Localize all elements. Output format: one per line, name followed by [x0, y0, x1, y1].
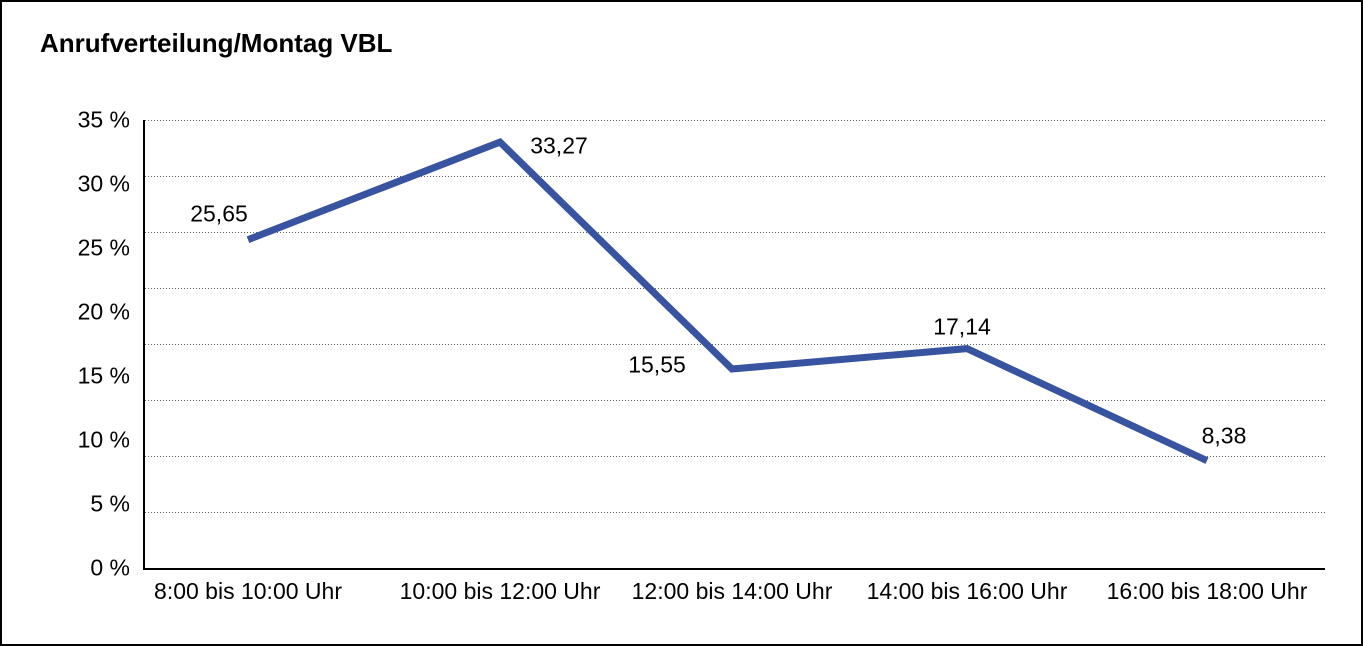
- y-tick-label: 20 %: [77, 298, 130, 325]
- gridline: [145, 288, 1325, 289]
- y-tick-label: 30 %: [77, 170, 130, 197]
- x-tick-label: 16:00 bis 18:00 Uhr: [1106, 578, 1308, 604]
- gridline: [145, 512, 1325, 513]
- x-tick-label: 12:00 bis 14:00 Uhr: [631, 578, 833, 604]
- x-axis-line: [143, 568, 1325, 570]
- gridline: [145, 344, 1325, 345]
- plot-area: 25,65 33,27 15,55 17,14 8,38: [143, 120, 1325, 570]
- y-tick-label: 0 %: [90, 554, 130, 581]
- gridline: [145, 456, 1325, 457]
- data-point-label: 17,14: [933, 313, 991, 340]
- y-axis-line: [143, 120, 145, 570]
- data-point-label: 33,27: [530, 132, 588, 159]
- gridline: [145, 400, 1325, 401]
- y-tick-label: 10 %: [77, 426, 130, 453]
- gridline: [145, 232, 1325, 233]
- y-tick-label: 5 %: [90, 490, 130, 517]
- x-tick-label: 8:00 bis 10:00 Uhr: [154, 578, 342, 604]
- gridline: [145, 176, 1325, 177]
- data-point-label: 8,38: [1201, 422, 1247, 449]
- data-point-label: 15,55: [628, 351, 686, 378]
- y-tick-label: 15 %: [77, 362, 130, 389]
- x-tick-label: 14:00 bis 16:00 Uhr: [866, 578, 1068, 604]
- data-point-label: 25,65: [190, 200, 248, 227]
- gridline: [145, 120, 1325, 121]
- chart-title: Anrufverteilung/Montag VBL: [40, 28, 393, 58]
- x-tick-label: 10:00 bis 12:00 Uhr: [399, 578, 601, 604]
- data-line: [246, 138, 1209, 464]
- y-tick-label: 35 %: [77, 106, 130, 133]
- line-series-svg: [246, 138, 1209, 464]
- y-tick-label: 25 %: [77, 234, 130, 261]
